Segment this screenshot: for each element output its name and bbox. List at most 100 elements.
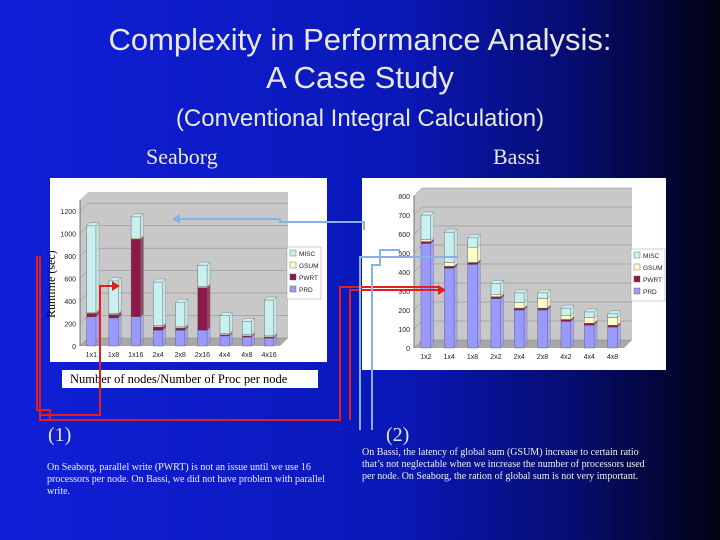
chart-1-xtick-0: 1x2 [420,354,431,361]
chart-0-ytick-0: 0 [72,344,76,351]
chart-1-legend-label-prd: PRD [643,289,657,296]
chart-1-grid-diag [413,301,423,311]
seaborg-label: Seaborg [146,144,218,169]
chart-1-legend-label-pwrt: PWRT [643,277,662,284]
chart-0-bar-top-8 [264,296,278,301]
chart-1-xtick-2: 1x8 [467,354,478,361]
bassi-note: On Bassi, the latency of global sum (GSU… [362,447,645,482]
title-line-1: Complexity in Performance Analysis: [108,22,612,57]
red-arrowhead-seaborg [112,281,120,291]
bassi-chart: 0 100 200 300 400 500 600 700 800 1x2 1x4 1x8 2x2 2x4… [362,178,666,370]
chart-1-bar-top-1 [443,228,458,233]
chart-0-bar-top-0 [86,222,100,226]
x-axis-label-box [62,370,318,388]
subtitle: (Conventional Integral Calculation) [175,105,545,132]
red-connector-left [40,285,112,416]
seaborg-note: On Seaborg, parallel write (PWRT) is not… [47,462,325,497]
chart-0-legend-swatch-misc [289,249,297,257]
chart-1-xtick-5: 2x8 [537,354,548,361]
chart-1-bar-top-5 [537,289,551,294]
chart-0-legend-swatch-pwrt [289,273,297,281]
chart-0-xtick-5: 2x16 [195,352,210,359]
chart-1-legend-label-gsum: GSUM [643,265,663,272]
chart-1-bar-top-8 [607,310,621,314]
chart-0-bar-top-5 [197,261,211,266]
chart-1-xtick-7: 4x4 [584,354,595,361]
blue-connector-2 [371,249,400,430]
figure-number-1: (1) [48,424,72,446]
chart-0-ytick-4: 800 [64,254,76,261]
chart-0-xtick-0: 1x1 [86,352,97,359]
chart-1-legend-swatch-pwrt [633,275,641,283]
bassi-label: Bassi [493,144,541,169]
chart-0-xtick-2: 1x16 [128,352,143,359]
chart-1-legend-swatch-misc [633,251,641,259]
chart-0-ytick-6: 1200 [60,209,76,216]
chart-1-ytick-5: 500 [398,251,410,258]
chart-1-bar-top-3 [490,280,505,284]
chart-0-xtick-4: 2x8 [175,352,186,359]
chart-0-bar-top-6 [219,312,233,316]
chart-1-legend-swatch-prd [633,287,641,295]
chart-1-ytick-6: 600 [398,232,410,239]
title-line-2: A Case Study [266,60,454,95]
chart-1-bar-top-6 [560,304,575,309]
chart-1-grid-diag [413,263,423,273]
red-arrowhead-bassi [438,285,446,295]
blue-connector [359,256,458,430]
chart-1-grid-diag [413,206,423,216]
chart-1-xtick-4: 2x4 [514,354,525,361]
chart-0-legend-label-gsum: GSUM [299,263,319,270]
chart-1-bar-top-0 [420,211,435,216]
seaborg-chart-svg: 0 200 400 600 800 1000 1200 1x1 1x8 1x16 2x4 2x8 2x1… [60,192,322,359]
chart-0-ytick-2: 400 [64,299,76,306]
chart-0-bar-top-7 [241,318,255,322]
chart-1-xtick-3: 2x2 [490,354,501,361]
chart-1-bar-top-2 [467,234,481,238]
blue-arrowhead [172,214,180,224]
chart-0-xtick-8: 4x16 [262,352,277,359]
chart-1-ytick-3: 300 [398,289,410,296]
chart-1-grid-diag [413,187,423,197]
chart-0-legend-label-pwrt: PWRT [299,275,318,282]
chart-1-grid-diag [413,225,423,235]
figure-number-2: (2) [386,424,410,446]
chart-0-bar-top-2 [130,213,144,217]
chart-1-legend-swatch-gsum [633,263,641,271]
chart-1-ytick-2: 200 [398,308,410,315]
chart-0-xtick-6: 4x4 [219,352,230,359]
chart-1-ytick-4: 400 [398,270,410,277]
chart-1-xtick-6: 4x2 [560,354,571,361]
chart-1-grid-diag [413,320,423,330]
chart-0-legend-label-prd: PRD [299,287,313,294]
chart-1-grid-diag [413,339,423,349]
chart-1-ytick-8: 800 [398,194,410,201]
chart-1-bar-top-4 [513,289,528,294]
chart-1-ytick-0: 0 [406,346,410,353]
chart-1-ytick-7: 700 [398,213,410,220]
blue-connector-top [180,218,365,230]
chart-0-legend-label-misc: MISC [299,251,316,258]
chart-1-ytick-1: 100 [398,327,410,334]
chart-0-xtick-7: 4x8 [241,352,252,359]
x-axis-label: Number of nodes/Number of Proc per node [70,372,288,386]
chart-0-xtick-3: 2x4 [152,352,163,359]
seaborg-chart: 0 200 400 600 800 1000 1200 1x1 1x8 1x16 2x4 2x8 2x1… [50,178,327,362]
chart-1-legend-label-misc: MISC [643,253,660,260]
chart-0-grid-diag [79,203,89,212]
chart-0-ytick-3: 600 [64,277,76,284]
red-connector-bassi [349,289,438,420]
chart-0-bar-top-4 [175,299,189,303]
chart-1-grid-diag [413,244,423,254]
chart-0-legend-swatch-gsum [289,261,297,269]
bassi-chart-svg: 0 100 200 300 400 500 600 700 800 1x2 1x4 1x8 2x2 2x4… [398,187,666,361]
red-connector-seaborg [36,256,50,411]
chart-1-xtick-1: 1x4 [444,354,455,361]
chart-1-xtick-8: 4x8 [607,354,618,361]
chart-0-bar-top-1 [108,277,122,282]
chart-1-bar-top-7 [583,308,598,313]
chart-0-legend-swatch-prd [289,285,297,293]
chart-0-ytick-5: 1000 [60,232,76,239]
chart-0-ytick-1: 200 [64,322,76,329]
